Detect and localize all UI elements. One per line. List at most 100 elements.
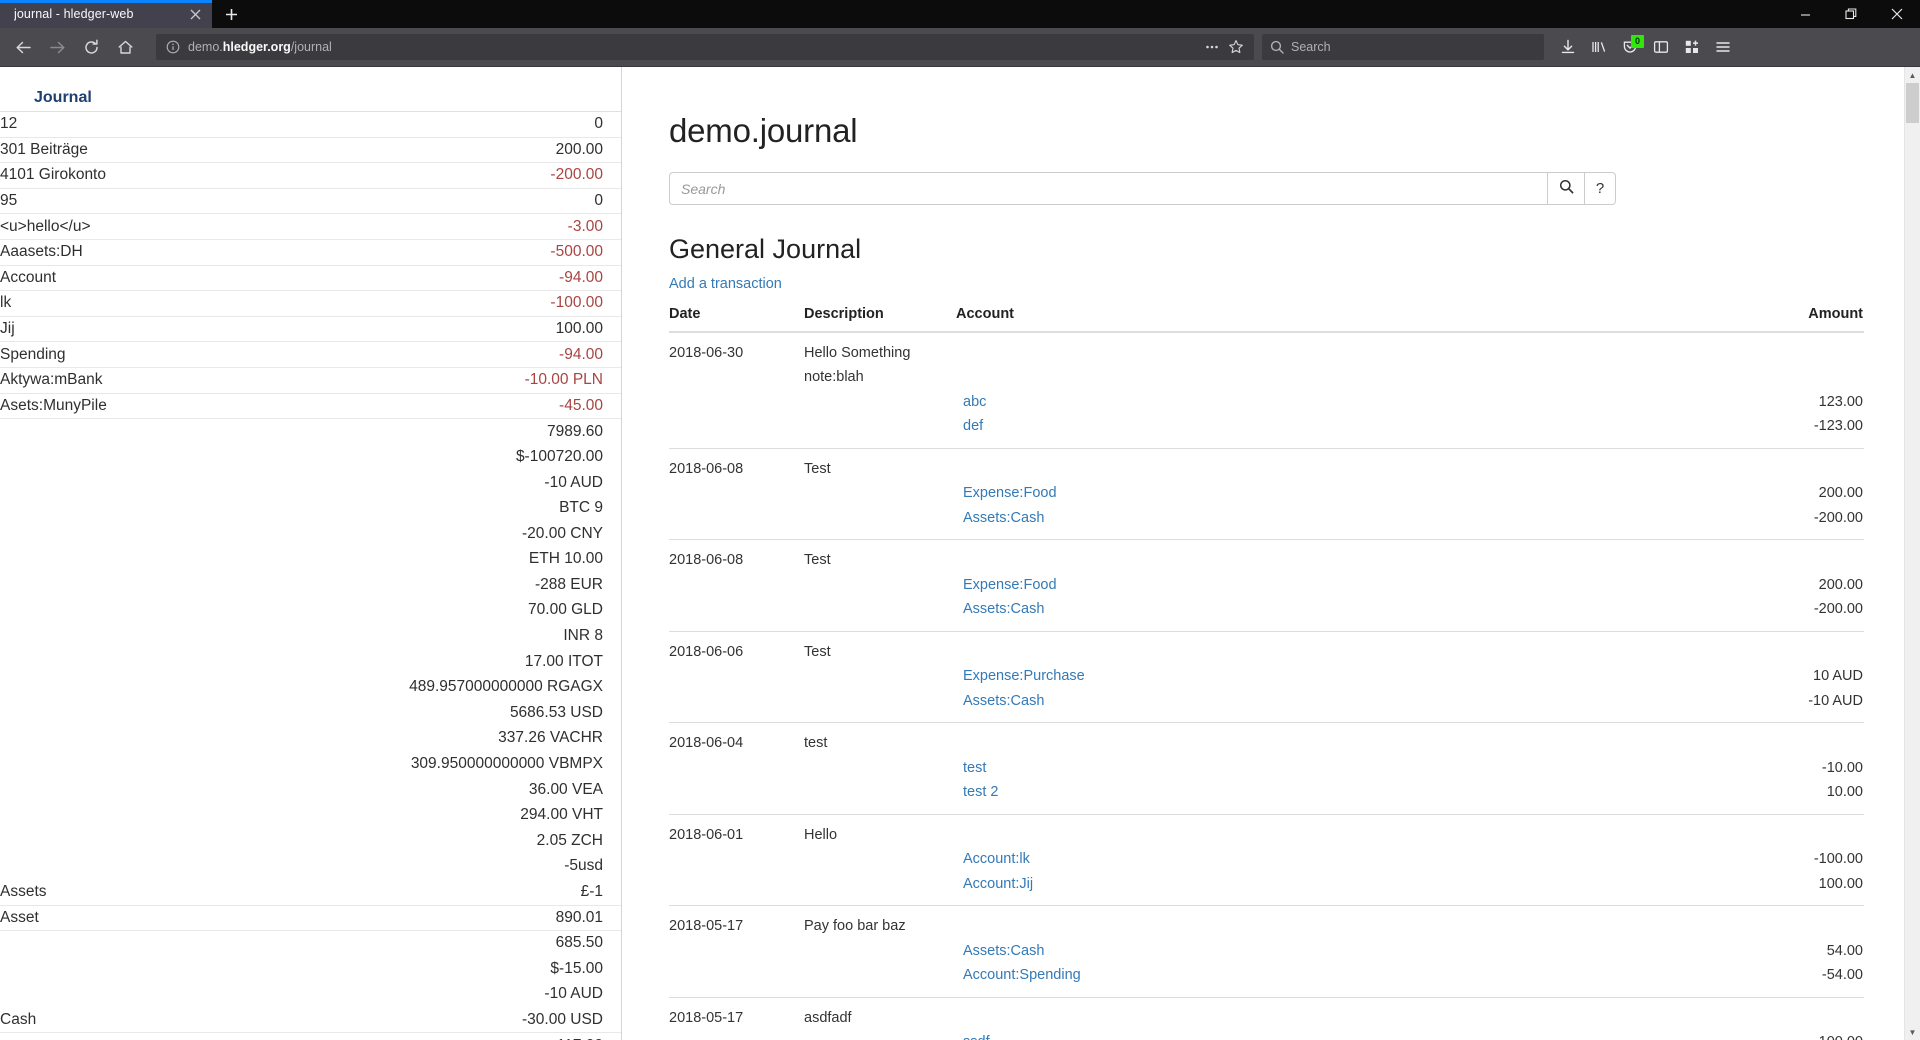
account-row[interactable]: Assets £-1 xyxy=(0,879,621,906)
posting-account-link[interactable]: Account:lk xyxy=(963,851,1030,868)
account-row[interactable]: 12 0 xyxy=(0,111,621,138)
transaction-date: 2018-06-04 xyxy=(669,735,744,752)
account-row[interactable]: 4101 Girokonto -200.00 xyxy=(0,162,621,189)
account-name xyxy=(0,649,208,675)
home-icon[interactable] xyxy=(110,32,140,62)
reload-icon[interactable] xyxy=(76,32,106,62)
search-icon xyxy=(1270,40,1284,54)
posting-amount: -10 AUD xyxy=(1734,688,1864,724)
transaction-row: 2018-06-08 Test xyxy=(669,540,1864,573)
account-amount: 0 xyxy=(208,111,621,138)
account-row[interactable]: Jij 100.00 xyxy=(0,316,621,343)
posting-account: Assets:Cash xyxy=(956,597,1734,632)
posting-date-spacer xyxy=(669,414,804,449)
account-row[interactable]: <u>hello</u> -3.00 xyxy=(0,213,621,241)
transaction-amount-blank xyxy=(1734,997,1864,1030)
page-actions-ellipsis-icon[interactable] xyxy=(1200,39,1224,55)
posting-account-link[interactable]: Assets:Cash xyxy=(963,692,1045,709)
posting-account-link[interactable]: Assets:Cash xyxy=(963,601,1045,618)
posting-date-spacer xyxy=(669,597,804,632)
url-bar[interactable]: demo.hledger.org/journal xyxy=(156,34,1254,60)
account-amount: 200.00 xyxy=(208,137,621,164)
account-row[interactable]: Asset 890.01 xyxy=(0,905,621,932)
bookmark-star-icon[interactable] xyxy=(1224,39,1248,55)
posting-account-link[interactable]: Expense:Purchase xyxy=(963,668,1085,685)
account-amount: 489.957000000000 RGAGX xyxy=(409,678,603,696)
menu-icon[interactable] xyxy=(1707,32,1738,62)
account-name xyxy=(0,521,208,547)
library-icon[interactable] xyxy=(1583,32,1614,62)
page-scrollbar[interactable]: ▲ ▼ xyxy=(1904,67,1920,1040)
posting-account-link[interactable]: Expense:Food xyxy=(963,576,1057,593)
account-row-extra-amount: -117.00 xyxy=(0,1033,621,1040)
posting-amount: 54.00 xyxy=(1826,942,1863,959)
posting-account-link[interactable]: Assets:Cash xyxy=(963,942,1045,959)
account-row[interactable]: Spending -94.00 xyxy=(0,341,621,369)
accounts-table-header-row: Journal xyxy=(0,86,621,113)
account-row[interactable]: Aaasets:DH -500.00 xyxy=(0,239,621,266)
account-name xyxy=(0,726,208,752)
account-amount: ETH 10.00 xyxy=(528,550,603,568)
tab-journal-hledger-web[interactable]: journal - hledger-web xyxy=(0,0,212,28)
tab-close-icon[interactable] xyxy=(186,5,204,23)
minimize-icon[interactable] xyxy=(1782,0,1828,28)
posting-account-link[interactable]: Expense:Food xyxy=(963,485,1057,502)
transaction-description: Test xyxy=(804,460,831,477)
sidebar-icon[interactable] xyxy=(1645,32,1676,62)
account-row[interactable]: lk -100.00 xyxy=(0,290,621,317)
search-input[interactable] xyxy=(669,172,1547,206)
sidebar-journal-heading[interactable]: Journal xyxy=(0,86,621,113)
posting-account-link[interactable]: Assets:Cash xyxy=(963,509,1045,526)
transaction-date: 2018-05-17 xyxy=(669,1009,744,1026)
posting-amount: -54.00 xyxy=(1734,963,1864,998)
posting-account-link[interactable]: abc xyxy=(963,393,987,410)
journal-search-row: ? xyxy=(669,172,1616,206)
account-name: Cash xyxy=(0,1007,209,1034)
accounts-table: Journal 12 0 301 Beiträge 200.00 4101 Giro… xyxy=(0,86,621,1040)
account-row-extra-amount: -5usd xyxy=(0,854,621,880)
search-submit-button[interactable] xyxy=(1547,172,1585,206)
scroll-up-arrow-icon[interactable]: ▲ xyxy=(1908,70,1917,80)
restore-icon[interactable] xyxy=(1828,0,1874,28)
account-row[interactable]: Asets:MunyPile -45.00 xyxy=(0,393,621,420)
forward-arrow-icon[interactable] xyxy=(42,32,72,62)
posting-amount: 100.00 xyxy=(1734,1030,1864,1040)
account-amount: 5686.53 USD xyxy=(509,703,603,721)
account-row[interactable]: 95 0 xyxy=(0,188,621,215)
transaction-account-blank xyxy=(956,814,1734,847)
info-circle-icon[interactable] xyxy=(162,40,184,54)
account-amount: 0 xyxy=(208,188,621,215)
transaction-account-blank xyxy=(956,723,1734,756)
account-amount: 70.00 GLD xyxy=(528,601,603,619)
posting-desc-spacer xyxy=(804,871,956,907)
account-row[interactable]: Cash -30.00 USD xyxy=(0,1007,621,1034)
scroll-down-arrow-icon[interactable]: ▼ xyxy=(1908,1027,1917,1037)
browser-search-bar[interactable]: Search xyxy=(1262,34,1544,60)
posting-account-link[interactable]: def xyxy=(963,418,984,435)
account-row[interactable]: 301 Beiträge 200.00 xyxy=(0,137,621,164)
journal-table: Date Description Account Amount 2018-06-… xyxy=(669,305,1864,1040)
posting-account: Expense:Food xyxy=(956,481,1734,506)
account-row[interactable]: Aktywa:mBank -10.00 PLN xyxy=(0,367,621,394)
posting-account-link[interactable]: Account:Spending xyxy=(963,967,1081,984)
posting-account-link[interactable]: ssdf xyxy=(963,1034,990,1040)
downloads-icon[interactable] xyxy=(1552,32,1583,62)
account-row[interactable]: Account -94.00 xyxy=(0,265,621,292)
page-title: demo.journal xyxy=(669,112,858,149)
posting-account-link[interactable]: test 2 xyxy=(963,784,999,801)
close-icon[interactable] xyxy=(1874,0,1920,28)
transaction-amount-blank xyxy=(1734,723,1864,756)
posting-desc-spacer xyxy=(804,390,956,415)
extensions-icon[interactable] xyxy=(1676,32,1707,62)
search-help-button[interactable]: ? xyxy=(1585,172,1616,206)
account-row-extra-amount: 489.957000000000 RGAGX xyxy=(0,675,621,701)
posting-account-link[interactable]: test xyxy=(963,759,987,776)
account-row-extra-amount: 2.05 ZCH xyxy=(0,828,621,854)
posting-row: Account:lk -100.00 xyxy=(669,847,1864,872)
add-transaction-link[interactable]: Add a transaction xyxy=(669,275,782,292)
back-arrow-icon[interactable] xyxy=(8,32,38,62)
new-tab-button[interactable] xyxy=(212,0,250,28)
posting-account-link[interactable]: Account:Jij xyxy=(963,875,1034,892)
scrollbar-thumb[interactable] xyxy=(1906,83,1919,123)
pocket-icon[interactable]: 0 xyxy=(1614,32,1645,62)
